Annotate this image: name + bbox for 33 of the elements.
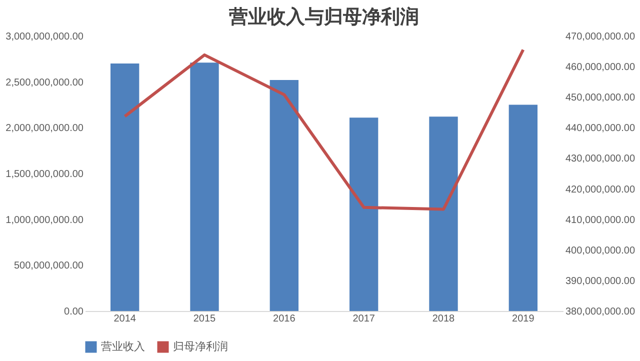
y-tick-label: 1,500,000,000.00 [6,169,84,180]
y2-tick-label: 450,000,000.00 [566,92,636,104]
y2-tick-label: 380,000,000.00 [566,306,636,318]
line-series [123,48,525,211]
bar [270,80,299,311]
y2-tick-label: 430,000,000.00 [566,154,636,165]
y2-tick-label: 410,000,000.00 [566,214,636,226]
y2-tick-label: 440,000,000.00 [566,123,636,134]
x-tick-label: 2015 [193,314,216,324]
y2-tick-label: 470,000,000.00 [566,32,636,42]
y-tick-label: 2,000,000,000.00 [6,123,84,134]
x-tick-label: 2014 [114,314,136,324]
y2-tick-label: 460,000,000.00 [566,62,636,74]
y-tick-label: 0.00 [64,306,84,318]
legend-label: 营业收入 [101,340,145,353]
y2-tick-label: 420,000,000.00 [566,184,636,196]
bar [190,62,219,311]
y-tick-label: 2,500,000,000.00 [6,77,84,88]
legend-label: 归母净利润 [173,340,228,353]
y-tick-label: 3,000,000,000.00 [6,32,84,42]
x-tick-label: 2018 [432,314,456,324]
x-tick-label: 2017 [352,314,376,324]
bar [508,104,538,311]
y2-tick-label: 390,000,000.00 [566,276,636,287]
bar [429,116,458,311]
x-tick-label: 2019 [512,314,535,324]
bar [110,64,140,311]
y-tick-label: 500,000,000.00 [14,260,84,272]
x-tick-label: 2016 [273,314,296,324]
bar [349,118,378,311]
y-tick-label: 1,000,000,000.00 [6,214,84,226]
y2-tick-label: 400,000,000.00 [566,245,636,256]
chart-title: 营业收入与归母净利润 [228,6,419,28]
